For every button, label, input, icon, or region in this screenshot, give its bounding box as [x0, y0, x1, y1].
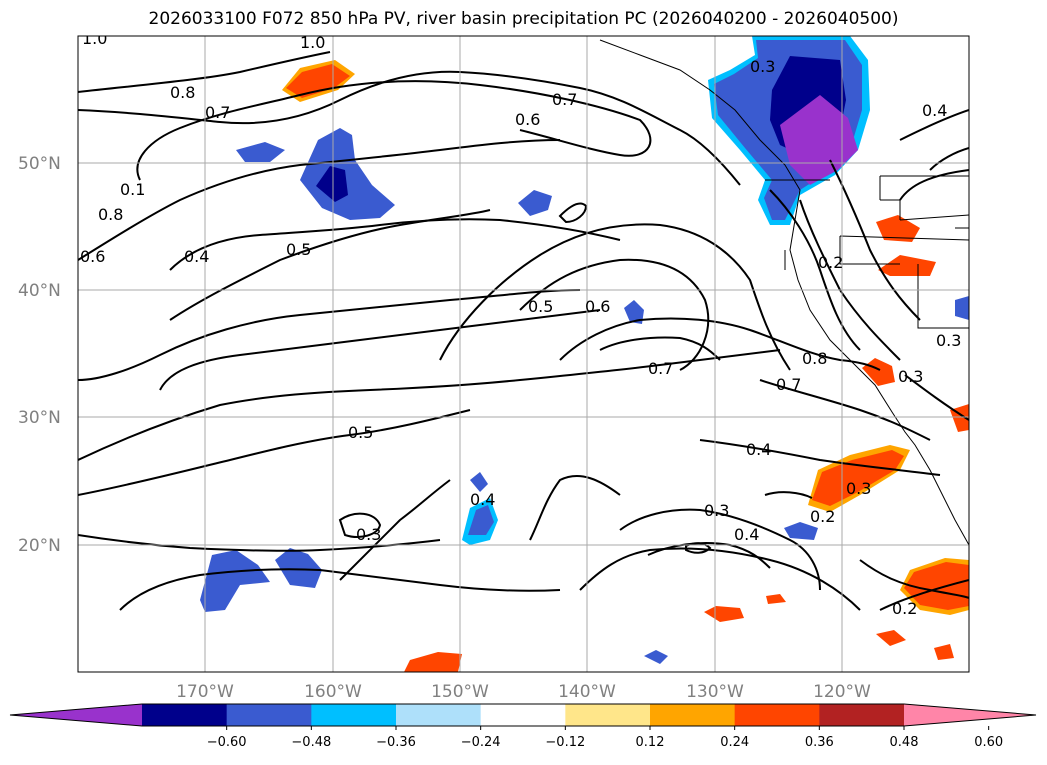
colorbar-extend-high: [904, 704, 1036, 726]
longitude-labels: 170°W 160°W 150°W 140°W 130°W 120°W: [176, 682, 871, 702]
colorbar-segment: [650, 704, 736, 726]
colorbar-tick-label: −0.60: [207, 735, 247, 750]
colorbar-segment: [565, 704, 651, 726]
contour-label: 0.7: [552, 90, 577, 109]
contour-label: 0.4: [734, 525, 759, 544]
lat-label: 20°N: [18, 536, 61, 556]
map-title: 2026033100 F072 850 hPa PV, river basin …: [148, 9, 899, 29]
latitude-labels: 50°N 40°N 30°N 20°N: [18, 154, 61, 556]
colorbar-segment: [311, 704, 397, 726]
contour-label: 0.3: [846, 479, 871, 498]
colorbar-extend-low: [10, 704, 142, 726]
contour-label: 0.8: [170, 83, 195, 102]
contour-label: 0.6: [80, 247, 105, 266]
contour-label: 0.7: [205, 103, 230, 122]
contour-label: 0.2: [810, 507, 835, 526]
contour-label: 0.3: [898, 367, 923, 386]
colorbar-segment: [226, 704, 312, 726]
colorbar-segment: [480, 704, 566, 726]
contour-label: 0.1: [120, 180, 145, 199]
map-border: [77, 35, 970, 673]
contour-label: 0.3: [356, 525, 381, 544]
lat-label: 40°N: [18, 281, 61, 301]
lat-label: 30°N: [18, 408, 61, 428]
colorbar-tick-label: 0.48: [890, 735, 919, 750]
colorbar-tick-label: 0.60: [974, 735, 1003, 750]
colorbar-tick-label: −0.48: [291, 735, 331, 750]
colorbar-segment: [142, 704, 228, 726]
lon-label: 130°W: [686, 682, 744, 702]
contour-label: 0.6: [515, 110, 540, 129]
lon-label: 160°W: [304, 682, 362, 702]
contour-label: 0.4: [922, 101, 947, 120]
contour-label: 1.0: [300, 33, 325, 52]
lat-label: 50°N: [18, 154, 61, 174]
colorbar: [9, 703, 1037, 727]
colorbar-tick-label: −0.36: [376, 735, 416, 750]
colorbar-segment: [396, 704, 482, 726]
contour-label: 0.3: [936, 331, 961, 350]
contour-label: 1.0: [82, 29, 107, 48]
contour-label: 0.4: [470, 490, 495, 509]
contour-label: 0.3: [704, 501, 729, 520]
colorbar-tick-label: −0.12: [545, 735, 585, 750]
lon-label: 120°W: [813, 682, 871, 702]
contour-label: 0.8: [802, 349, 827, 368]
lon-label: 140°W: [558, 682, 616, 702]
colorbar-tick-label: 0.12: [636, 735, 665, 750]
contour-labels: 1.0 1.0 0.8 0.7 0.7 0.6 0.3 0.4 0.1 0.8 …: [80, 29, 961, 618]
colorbar-outline: [9, 703, 1037, 727]
contour-label: 0.5: [286, 240, 311, 259]
colorbar-tick-label: 0.36: [805, 735, 834, 750]
contour-label: 0.5: [348, 423, 373, 442]
contour-label: 0.4: [184, 247, 209, 266]
colorbar-segment: [819, 704, 905, 726]
contour-label: 0.2: [892, 599, 917, 618]
lon-label: 170°W: [176, 682, 234, 702]
colorbar-tick-label: −0.24: [461, 735, 501, 750]
contour-label: 0.5: [528, 297, 553, 316]
colorbar-segment: [734, 704, 820, 726]
contour-label: 0.8: [98, 205, 123, 224]
pv-contours: [78, 51, 969, 611]
contour-label: 0.7: [776, 375, 801, 394]
contour-label: 0.6: [585, 297, 610, 316]
colorbar-labels: −0.60 −0.48 −0.36 −0.24 −0.12 0.12 0.24 0.36 0.4…: [207, 726, 1003, 750]
lon-label: 150°W: [431, 682, 489, 702]
contour-label: 0.7: [648, 359, 673, 378]
contour-label: 0.4: [746, 440, 771, 459]
colorbar-tick-label: 0.24: [720, 735, 749, 750]
graticule: [78, 36, 969, 672]
contour-label: 0.3: [750, 57, 775, 76]
contour-label: 0.2: [818, 253, 843, 272]
